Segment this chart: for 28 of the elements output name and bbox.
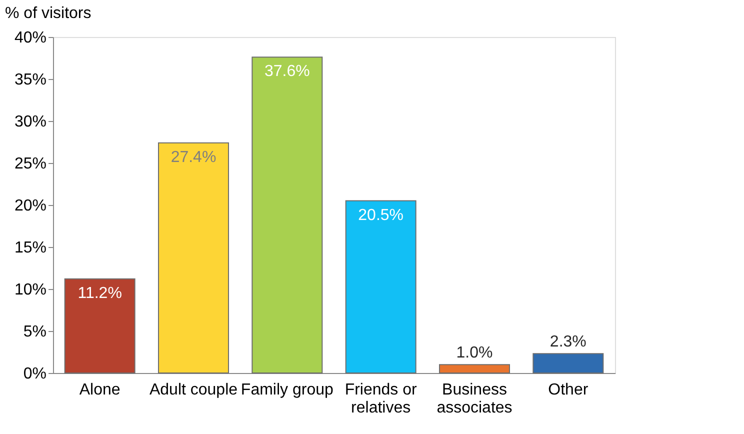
x-tick-label: Business associates — [436, 382, 512, 416]
data-label: 37.6% — [264, 63, 310, 80]
bar — [158, 142, 229, 374]
y-tick-label: 35% — [14, 72, 46, 88]
x-tick-label: Friends or relatives — [344, 382, 418, 416]
data-label: 2.3% — [550, 334, 586, 351]
x-tick-label: Other — [548, 382, 589, 398]
bar — [64, 278, 136, 374]
y-tick-label: 20% — [14, 198, 46, 214]
y-tick-label: 30% — [14, 114, 46, 130]
y-tick-label: 15% — [14, 240, 46, 256]
x-tick-label: Alone — [79, 382, 120, 398]
x-tick-label: Adult couple — [149, 382, 238, 398]
y-tick-label: 10% — [14, 282, 46, 298]
y-tick-label: 0% — [23, 366, 46, 382]
data-label: 20.5% — [358, 206, 404, 224]
data-label: 1.0% — [456, 344, 493, 362]
y-tick-label: 40% — [14, 30, 46, 46]
bar — [439, 364, 510, 374]
y-tick-label: 25% — [14, 156, 46, 172]
data-label: 27.4% — [170, 148, 216, 166]
y-axis-title: % of visitors — [5, 5, 92, 22]
bar — [345, 200, 416, 374]
bar — [532, 353, 604, 374]
y-tick-label: 5% — [23, 324, 46, 340]
bar — [252, 56, 323, 374]
data-label: 11.2% — [78, 284, 122, 302]
x-tick-label: Family group — [240, 382, 334, 398]
